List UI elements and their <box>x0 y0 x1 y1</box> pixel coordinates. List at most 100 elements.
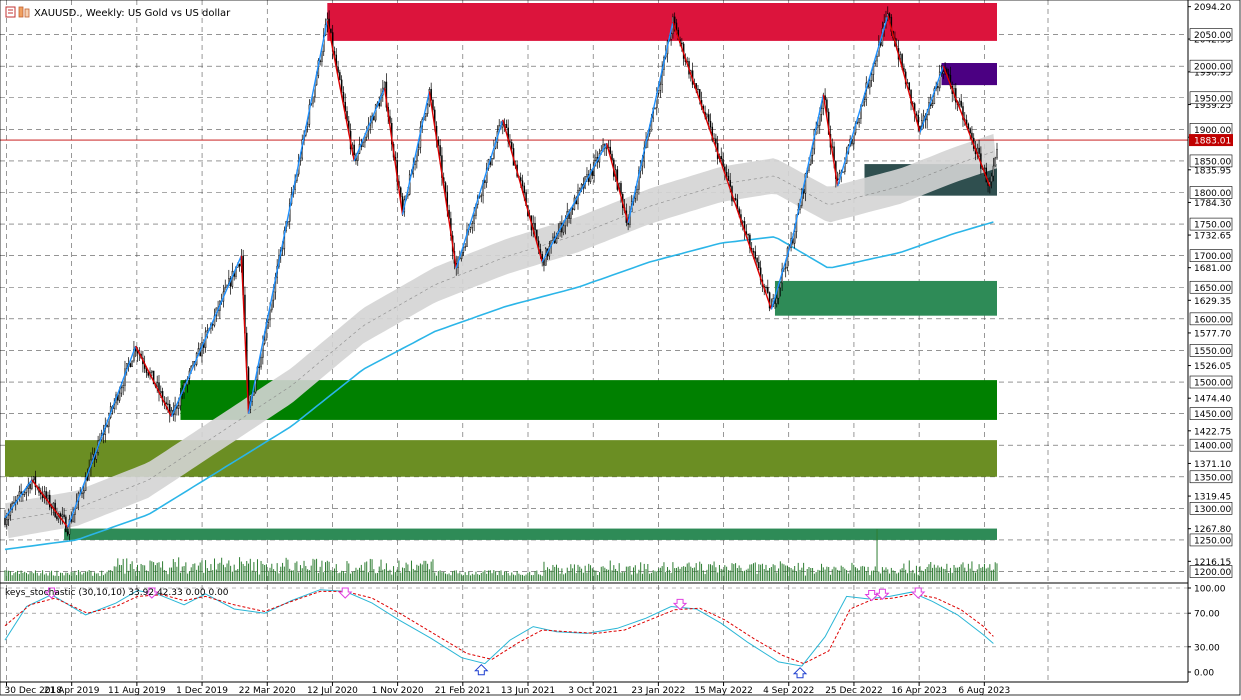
candle-body <box>129 363 132 368</box>
candle-body <box>59 513 62 517</box>
candle-body <box>824 95 826 101</box>
candle-body <box>983 167 986 169</box>
candle-body <box>978 147 980 154</box>
zigzag-up-segment <box>541 142 608 263</box>
candle-body <box>147 372 149 376</box>
candle-body <box>870 74 873 81</box>
price-tick-label: 1681.00 <box>1194 264 1231 274</box>
candle-body <box>106 425 108 427</box>
candle-body <box>122 385 124 389</box>
candle-body <box>7 514 10 520</box>
candle-body <box>534 222 536 231</box>
candle-body <box>521 180 524 187</box>
candle-body <box>555 238 558 244</box>
candle-body <box>994 157 996 167</box>
price-tick-label: 1990.95 <box>1194 68 1231 78</box>
price-tick-label: 2094.20 <box>1194 3 1231 13</box>
candle-body <box>931 103 934 107</box>
buy-sell-icon[interactable] <box>18 6 24 18</box>
price-level-box <box>1189 407 1233 420</box>
price-level-box <box>1189 312 1233 326</box>
price-level-box <box>1189 438 1233 452</box>
time-tick-label: 25 Dec 2022 <box>825 686 883 696</box>
price-tick-label: 1526.05 <box>1194 362 1231 372</box>
price-level-label: 1250.00 <box>1194 536 1231 546</box>
candle-body <box>947 73 950 76</box>
candle-body <box>6 519 8 526</box>
candle-body <box>480 194 483 197</box>
candle-body <box>444 182 447 193</box>
price-level-label: 2000.00 <box>1194 63 1231 73</box>
candle-body <box>321 51 323 62</box>
price-tick-label: 1732.65 <box>1194 232 1231 242</box>
candle-body <box>767 287 769 293</box>
candle-body <box>151 370 153 373</box>
price-level-label: 1950.00 <box>1194 94 1231 104</box>
time-tick-label: 3 Oct 2021 <box>568 686 618 696</box>
stoch-tick-label: 0.00 <box>1194 669 1214 679</box>
price-level-label: 1800.00 <box>1194 189 1231 199</box>
candle-body <box>611 153 613 161</box>
time-tick-label: 23 Jan 2022 <box>631 686 685 696</box>
candle-body <box>681 42 683 45</box>
candle-body <box>863 99 866 103</box>
candle-body <box>675 22 678 31</box>
price-level-box <box>1189 375 1233 389</box>
candle-body <box>61 514 64 517</box>
candle-body <box>571 208 574 210</box>
candle-body <box>942 71 945 74</box>
zigzag-up-segment <box>627 21 674 223</box>
price-level-label: 1550.00 <box>1194 347 1231 357</box>
price-zone <box>180 380 997 420</box>
price-level-label: 1700.00 <box>1194 252 1231 262</box>
price-tick-label: 1267.80 <box>1194 525 1231 535</box>
price-level-label: 1400.00 <box>1194 442 1231 452</box>
chart-menu-icon[interactable] <box>5 6 16 18</box>
price-level-label: 1750.00 <box>1194 221 1231 231</box>
price-tick-label: 1577.70 <box>1194 329 1231 339</box>
stoch-tick-label: 30.00 <box>1194 643 1220 653</box>
zigzag-down-segment <box>887 15 921 133</box>
price-level-box <box>1189 186 1233 199</box>
candle-body <box>31 479 33 489</box>
candle-body <box>510 142 513 149</box>
price-tick-label: 1319.45 <box>1194 493 1231 503</box>
candle-body <box>362 141 364 147</box>
candle-body <box>741 221 744 223</box>
stochastic-signal-line <box>4 590 994 665</box>
candle-body <box>34 476 37 488</box>
candle-body <box>858 118 860 123</box>
candle-body <box>793 231 796 244</box>
candle-body <box>49 494 51 508</box>
candle-body <box>134 349 137 352</box>
candle-body <box>734 198 737 200</box>
candle-body <box>432 99 434 111</box>
up-arrow-icon <box>474 663 489 676</box>
price-tick-label: 1835.95 <box>1194 166 1231 176</box>
candle-body <box>779 282 782 289</box>
candle-body <box>756 258 758 263</box>
candle-body <box>353 144 355 156</box>
zigzag-down-segment <box>383 88 404 215</box>
zigzag-up-segment <box>353 88 386 162</box>
zigzag-up-segment <box>770 236 794 310</box>
price-level-box <box>1189 344 1233 357</box>
candle-body <box>729 180 731 187</box>
time-tick-label: 16 Apr 2023 <box>891 686 947 696</box>
price-level-label: 1600.00 <box>1194 315 1231 325</box>
candle-body <box>417 147 420 151</box>
candle-body <box>485 168 488 183</box>
candle-body <box>706 114 708 118</box>
stochastic-main-line <box>4 589 994 667</box>
current-price-marker <box>1189 134 1233 147</box>
down-arrow-icon <box>672 598 688 611</box>
candle-body <box>562 225 565 233</box>
candle-body <box>260 357 262 368</box>
zigzag-down-segment <box>672 21 773 310</box>
candle-body <box>399 187 402 197</box>
time-tick-label: 1 Dec 2019 <box>176 686 228 696</box>
candle-body <box>23 492 26 495</box>
candle-body <box>747 234 749 236</box>
